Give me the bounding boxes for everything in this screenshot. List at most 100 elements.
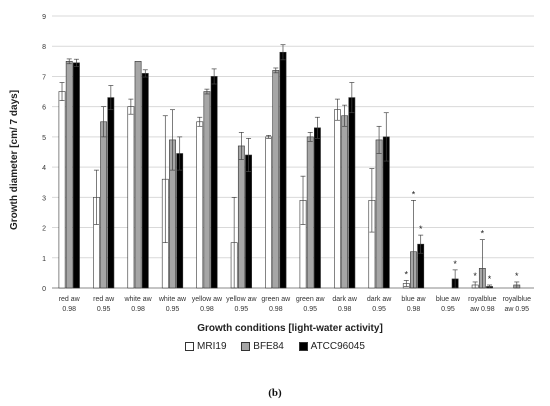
x-tick-label: royalblue aw 0.95 bbox=[503, 296, 532, 313]
x-tick-line: 0.95 bbox=[303, 306, 317, 313]
x-tick-line: green aw bbox=[296, 296, 326, 303]
x-tick-line: 0.98 bbox=[269, 306, 283, 313]
x-tick-label: green aw 0.95 bbox=[296, 296, 326, 313]
x-tick-line: white aw bbox=[158, 296, 187, 303]
error-bar bbox=[479, 239, 485, 289]
gridlines bbox=[52, 15, 534, 289]
x-tick-line: white aw bbox=[123, 296, 152, 303]
x-tick-label: yellow aw 0.98 bbox=[192, 296, 223, 313]
error-bar bbox=[128, 98, 134, 115]
x-tick-line: royalblue bbox=[503, 296, 532, 303]
error-bar bbox=[411, 200, 416, 289]
error-bar bbox=[334, 98, 340, 121]
x-tick-line: royalblue bbox=[468, 296, 497, 303]
error-bar bbox=[418, 234, 424, 254]
y-tick-label: 1 bbox=[42, 256, 46, 263]
y-tick-label: 3 bbox=[42, 195, 46, 202]
x-tick-line: dark aw bbox=[332, 296, 357, 303]
bar-atcc96045-4 bbox=[210, 76, 218, 289]
legend-item-atcc96045: ATCC96045 bbox=[298, 341, 365, 352]
bar-atcc96045-7 bbox=[314, 127, 321, 289]
bar-bfe84-6 bbox=[272, 70, 280, 289]
x-tick-label: blue aw 0.95 bbox=[436, 296, 461, 313]
x-tick-line: yellow aw bbox=[226, 296, 257, 303]
significance-mark: * bbox=[473, 271, 477, 281]
x-tick-label: dark aw 0.95 bbox=[367, 296, 392, 313]
y-tick-label: 5 bbox=[42, 135, 46, 142]
error-bar bbox=[101, 106, 107, 138]
x-tick-line: red aw bbox=[59, 296, 81, 303]
error-bar bbox=[211, 68, 217, 85]
error-bar bbox=[246, 138, 252, 172]
y-tick-label: 9 bbox=[42, 14, 46, 21]
x-tick-label: green aw 0.98 bbox=[261, 296, 291, 313]
x-tick-line: 0.98 bbox=[131, 306, 145, 313]
bar-mri19-0 bbox=[58, 91, 66, 289]
error-bar bbox=[487, 284, 493, 289]
legend-item-mri19: MRI19 bbox=[185, 341, 227, 352]
bar-bfe84-8 bbox=[341, 115, 349, 289]
error-bar bbox=[452, 269, 458, 289]
bar-bfe84-1 bbox=[100, 121, 108, 289]
bar-atcc96045-1 bbox=[107, 97, 115, 289]
x-tick-line: aw 0.95 bbox=[505, 306, 530, 313]
significance-mark: * bbox=[488, 274, 492, 284]
bar-atcc96045-5 bbox=[245, 154, 252, 289]
x-tick-label: red aw 0.98 bbox=[59, 296, 81, 313]
bar-bfe84-4 bbox=[203, 91, 211, 289]
error-bar bbox=[73, 58, 79, 67]
x-tick-line: 0.98 bbox=[62, 306, 76, 313]
x-tick-label: royalblue aw 0.98 bbox=[468, 296, 497, 313]
error-bar bbox=[273, 67, 279, 74]
bar-bfe84-2 bbox=[134, 61, 142, 289]
y-tick-label: 7 bbox=[42, 74, 46, 81]
error-bar bbox=[142, 69, 148, 78]
bar-atcc96045-3 bbox=[176, 153, 184, 289]
error-bar bbox=[369, 168, 375, 233]
error-bar bbox=[66, 58, 72, 65]
x-tick-label: dark aw 0.98 bbox=[332, 296, 357, 313]
error-bar bbox=[59, 82, 65, 101]
bar-atcc96045-6 bbox=[279, 51, 287, 289]
error-bar bbox=[349, 82, 355, 114]
y-tick-label: 4 bbox=[42, 165, 46, 172]
y-tick-label: 0 bbox=[42, 286, 46, 293]
significance-mark: * bbox=[419, 224, 423, 234]
error-bar bbox=[162, 115, 168, 244]
x-tick-line: dark aw bbox=[367, 296, 392, 303]
x-tick-line: yellow aw bbox=[192, 296, 223, 303]
error-bar bbox=[266, 135, 272, 139]
x-axis-label: Growth conditions [light-water activity] bbox=[197, 323, 383, 334]
significance-mark: * bbox=[405, 269, 409, 279]
x-tick-label: red aw 0.95 bbox=[93, 296, 115, 313]
error-bar bbox=[93, 169, 99, 225]
error-bar bbox=[376, 125, 382, 154]
significance-mark: * bbox=[412, 189, 416, 199]
bar-atcc96045-8 bbox=[348, 97, 356, 289]
x-tick-line: aw 0.98 bbox=[470, 306, 495, 313]
error-bar bbox=[342, 104, 348, 127]
bar-mri19-8 bbox=[334, 109, 341, 289]
bar-mri19-4 bbox=[196, 121, 204, 289]
error-bar bbox=[108, 85, 114, 111]
x-tick-line: 0.95 bbox=[97, 306, 111, 313]
x-tick-label: yellow aw 0.95 bbox=[226, 296, 257, 313]
legend-label-mri19: MRI19 bbox=[197, 341, 227, 352]
error-bar bbox=[300, 175, 306, 225]
bar-mri19-2 bbox=[127, 106, 135, 289]
error-bar bbox=[231, 196, 237, 289]
legend-swatch-mri19 bbox=[185, 342, 195, 351]
y-tick-label: 6 bbox=[42, 105, 46, 112]
error-bar bbox=[177, 136, 183, 171]
x-tick-line: 0.95 bbox=[235, 306, 249, 313]
x-tick-line: green aw bbox=[261, 296, 291, 303]
bar-bfe84-7 bbox=[306, 136, 314, 289]
y-axis: 0 1 2 3 4 5 6 7 8 9 bbox=[42, 14, 46, 293]
x-tick-line: 0.95 bbox=[372, 306, 386, 313]
y-axis-label: Growth diameter [cm/ 7 days] bbox=[9, 90, 20, 230]
legend-item-bfe84: BFE84 bbox=[241, 341, 284, 352]
error-bar bbox=[314, 116, 320, 139]
bar-atcc96045-0 bbox=[73, 62, 80, 289]
error-bar bbox=[403, 280, 409, 287]
